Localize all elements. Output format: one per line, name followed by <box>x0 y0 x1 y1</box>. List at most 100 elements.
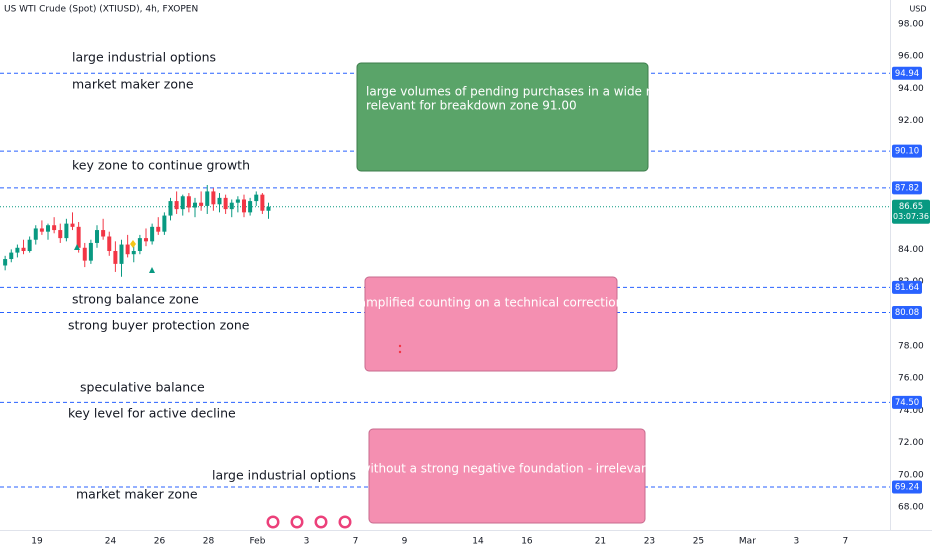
y-tick-label: 94.00 <box>898 84 924 94</box>
annotation-box <box>356 62 649 172</box>
y-tick-label: 70.00 <box>898 470 924 480</box>
level-label-box <box>892 480 922 494</box>
candle-body <box>162 215 167 232</box>
level-label: 80.08 <box>895 308 919 318</box>
candle-body <box>70 223 75 227</box>
y-tick-label: 72.00 <box>898 438 924 448</box>
x-tick-label: 16 <box>521 537 533 547</box>
candle-body <box>46 225 51 232</box>
event-flags <box>266 515 352 529</box>
annotation: large industrial options <box>72 50 216 65</box>
annotation: market maker zone <box>72 77 194 92</box>
candle-body <box>58 230 63 239</box>
candle-body <box>235 199 240 203</box>
x-tick-label: 26 <box>154 537 166 547</box>
x-tick-label: 23 <box>644 537 655 547</box>
y-tick-label: 92.00 <box>898 116 924 126</box>
candle-body <box>33 228 38 240</box>
level-label-box <box>892 395 922 409</box>
candle-body <box>223 197 228 210</box>
candle-body <box>144 238 149 242</box>
x-tick-label: 3 <box>304 537 310 547</box>
y-tick-label: 84.00 <box>898 245 924 255</box>
current-price-box <box>892 199 930 224</box>
candle-body <box>180 196 185 210</box>
y-tick-label: 76.00 <box>898 374 924 384</box>
candle-body <box>229 202 234 210</box>
x-tick-label: 3 <box>794 537 800 547</box>
candle-body <box>88 242 93 261</box>
annotation: large industrial options <box>212 468 356 483</box>
candle-body <box>101 230 106 237</box>
candle-body <box>174 201 179 210</box>
x-tick-label: 14 <box>472 537 484 547</box>
candle-body <box>52 225 57 231</box>
signal-marker <box>130 240 136 248</box>
annotation: key zone to continue growth <box>72 158 250 173</box>
candle-body <box>113 250 118 264</box>
candle-body <box>156 226 161 232</box>
level-label-box <box>892 66 922 80</box>
candle-body <box>211 191 216 205</box>
annotation-box-text: amplified counting on a technical correc… <box>359 296 624 310</box>
candle-body <box>150 226 155 242</box>
level-label: 90.10 <box>895 147 919 157</box>
candle-body <box>168 201 173 216</box>
level-label: 81.64 <box>895 283 919 293</box>
candle-body <box>199 202 204 206</box>
x-tick-label: 25 <box>693 537 704 547</box>
annotation: strong buyer protection zone <box>68 318 250 333</box>
candle-body <box>266 206 271 211</box>
y-tick-label: 78.00 <box>898 341 924 351</box>
annotation-box-text: without a strong negative foundation - i… <box>361 462 654 476</box>
y-tick-label: 68.00 <box>898 502 924 512</box>
annotation: market maker zone <box>76 487 198 502</box>
x-tick-label: 28 <box>203 537 215 547</box>
candle-body <box>64 223 69 239</box>
y-tick-label: 98.00 <box>898 19 924 29</box>
candle-body <box>260 194 265 211</box>
candle-body <box>3 259 8 266</box>
x-tick-label: 21 <box>595 537 606 547</box>
candle-body <box>15 247 20 253</box>
candle-body <box>205 191 210 206</box>
candle-body <box>27 239 32 251</box>
candle-body <box>217 197 222 205</box>
candle-body <box>82 247 87 261</box>
x-tick-label: 7 <box>353 537 359 547</box>
candle-body <box>137 238 142 251</box>
level-label: 74.50 <box>895 398 919 408</box>
candle-body <box>186 196 191 208</box>
x-tick-label: 24 <box>105 537 117 547</box>
level-label: 87.82 <box>895 183 919 193</box>
candle-body <box>9 252 14 260</box>
y-tick-label: 74.00 <box>898 406 924 416</box>
annotation: strong balance zone <box>72 292 199 307</box>
candle-body <box>119 244 124 264</box>
candle-body <box>95 230 100 243</box>
chart-title: US WTI Crude (Spot) (XTIUSD), 4h, FXOPEN <box>4 5 198 15</box>
signal-marker <box>149 267 155 273</box>
candle-body <box>39 228 44 232</box>
annotation-box-text: large volumes of pending purchases in a … <box>366 85 681 99</box>
x-tick-label: 9 <box>402 537 408 547</box>
candle-body <box>248 201 253 213</box>
annotation-box <box>368 428 646 524</box>
currency-label: USD <box>909 5 926 14</box>
level-label-box <box>892 280 922 294</box>
candle-body <box>193 202 198 208</box>
level-label: 69.24 <box>895 483 919 493</box>
annotation-box-text: relevant for breakdown zone 91.00 <box>366 99 577 113</box>
annotation: key level for active decline <box>68 406 236 421</box>
candle-body <box>21 247 26 251</box>
signal-marker <box>74 244 80 250</box>
level-label-box <box>892 144 922 158</box>
candle-body <box>125 244 130 255</box>
candle-body <box>76 226 81 248</box>
x-tick-label: 7 <box>843 537 849 547</box>
marker-dot <box>398 344 402 348</box>
candle-body <box>131 250 136 255</box>
x-tick-label: 19 <box>31 537 43 547</box>
candle-body <box>241 199 246 213</box>
